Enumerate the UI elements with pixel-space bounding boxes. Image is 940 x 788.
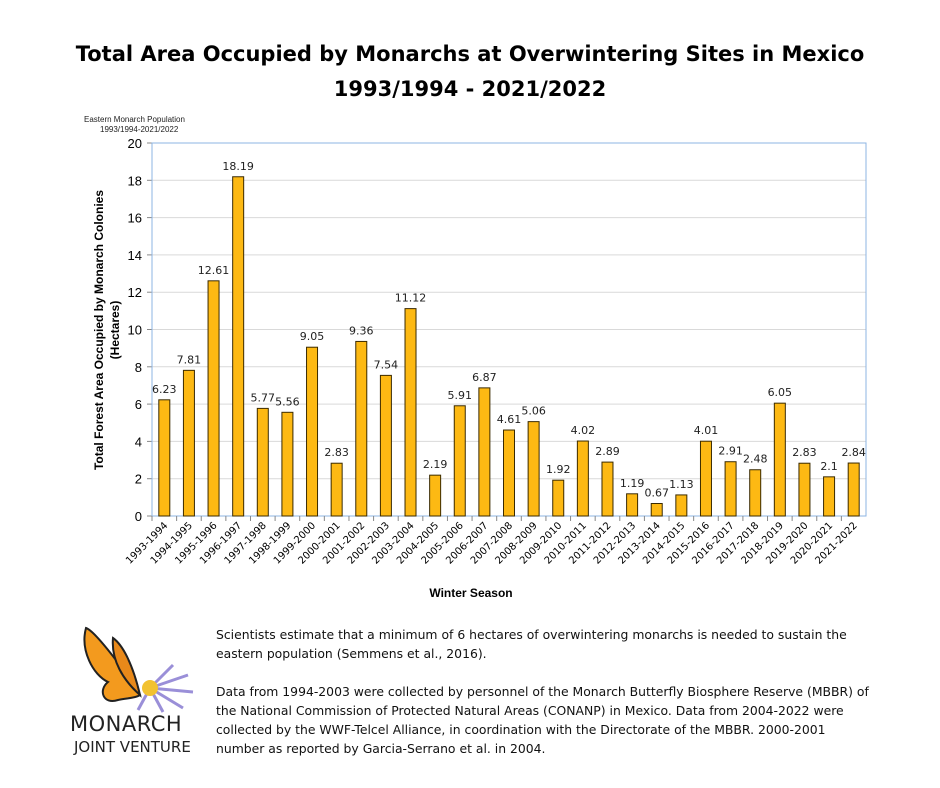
chart-subtitle-2: 1993/1994-2021/2022 (100, 125, 179, 134)
bar (552, 479, 565, 517)
bar (699, 440, 712, 517)
bar (503, 429, 515, 517)
bar (207, 280, 220, 517)
y-tick-label: 10 (128, 323, 142, 338)
bar-chart: 024681012141618206.231993-19947.811994-1… (92, 136, 867, 600)
bar (601, 461, 614, 517)
bar (330, 462, 343, 517)
y-axis-label-2: (Hectares) (108, 301, 122, 360)
bar (576, 440, 589, 517)
data-label: 9.05 (300, 330, 325, 343)
title-line-2: 1993/1994 - 2021/2022 (333, 77, 607, 101)
bar (847, 462, 860, 517)
y-tick-label: 12 (128, 285, 142, 300)
data-label: 2.83 (792, 446, 817, 459)
data-label: 6.87 (472, 371, 497, 384)
data-label: 2.1 (820, 460, 838, 473)
y-tick-label: 6 (135, 397, 142, 412)
data-label: 5.06 (521, 405, 546, 418)
bar (306, 346, 319, 517)
bar (404, 308, 417, 517)
y-tick-label: 8 (135, 360, 142, 375)
bar (453, 405, 466, 517)
y-tick-label: 0 (135, 509, 142, 524)
y-tick-label: 14 (128, 248, 142, 263)
bar (281, 411, 294, 517)
bar (650, 503, 663, 517)
bar (478, 387, 491, 517)
data-label: 6.23 (152, 383, 177, 396)
bar (379, 374, 392, 517)
bar (823, 476, 836, 517)
bar (773, 402, 786, 517)
data-label: 4.02 (571, 424, 596, 437)
data-label: 1.19 (620, 477, 645, 490)
y-tick-label: 2 (135, 472, 142, 487)
logo-text-joint-venture: JOINT VENTURE (74, 738, 191, 756)
y-tick-label: 16 (128, 211, 142, 226)
bar (429, 474, 442, 517)
data-label: 2.89 (595, 445, 620, 458)
data-label: 7.81 (177, 353, 202, 366)
y-axis-label-1: Total Forest Area Occupied by Monarch Co… (92, 190, 106, 470)
y-tick-label: 4 (135, 434, 142, 449)
bar (798, 462, 811, 517)
bar (724, 461, 737, 517)
data-label: 7.54 (374, 358, 399, 371)
bar (527, 421, 540, 517)
note-minimum-hectares: Scientists estimate that a minimum of 6 … (216, 627, 847, 661)
data-label: 0.67 (644, 487, 669, 500)
bar (355, 340, 368, 517)
data-label: 4.61 (497, 413, 522, 426)
bar (256, 407, 269, 517)
data-label: 1.13 (669, 478, 694, 491)
x-axis-label: Winter Season (429, 586, 512, 600)
data-label: 6.05 (768, 386, 793, 399)
chart-subtitle-1: Eastern Monarch Population (84, 115, 185, 124)
bar (675, 494, 688, 517)
note-data-sources: Data from 1994-2003 were collected by pe… (216, 684, 869, 756)
bar (749, 469, 762, 517)
data-label: 1.92 (546, 463, 571, 476)
title-line-1: Total Area Occupied by Monarchs at Overw… (75, 42, 865, 66)
data-label: 4.01 (694, 424, 719, 437)
data-label: 12.61 (198, 264, 230, 277)
data-label: 2.48 (743, 453, 768, 466)
bar (158, 399, 171, 517)
y-tick-label: 18 (128, 173, 142, 188)
y-tick-label: 20 (128, 136, 142, 151)
bar (182, 369, 195, 517)
data-label: 2.84 (841, 446, 866, 459)
monarch-butterfly-logo (83, 626, 194, 713)
logo-text-monarch: MONARCH (70, 712, 183, 736)
data-label: 2.91 (718, 445, 743, 458)
data-label: 2.83 (324, 446, 349, 459)
data-label: 5.77 (251, 391, 276, 404)
data-label: 18.19 (222, 160, 254, 173)
data-label: 5.91 (448, 389, 473, 402)
bar (232, 176, 245, 517)
data-label: 2.19 (423, 458, 448, 471)
data-label: 5.56 (275, 395, 300, 408)
data-label: 9.36 (349, 324, 374, 337)
bar (626, 493, 639, 517)
data-label: 11.12 (395, 292, 427, 305)
